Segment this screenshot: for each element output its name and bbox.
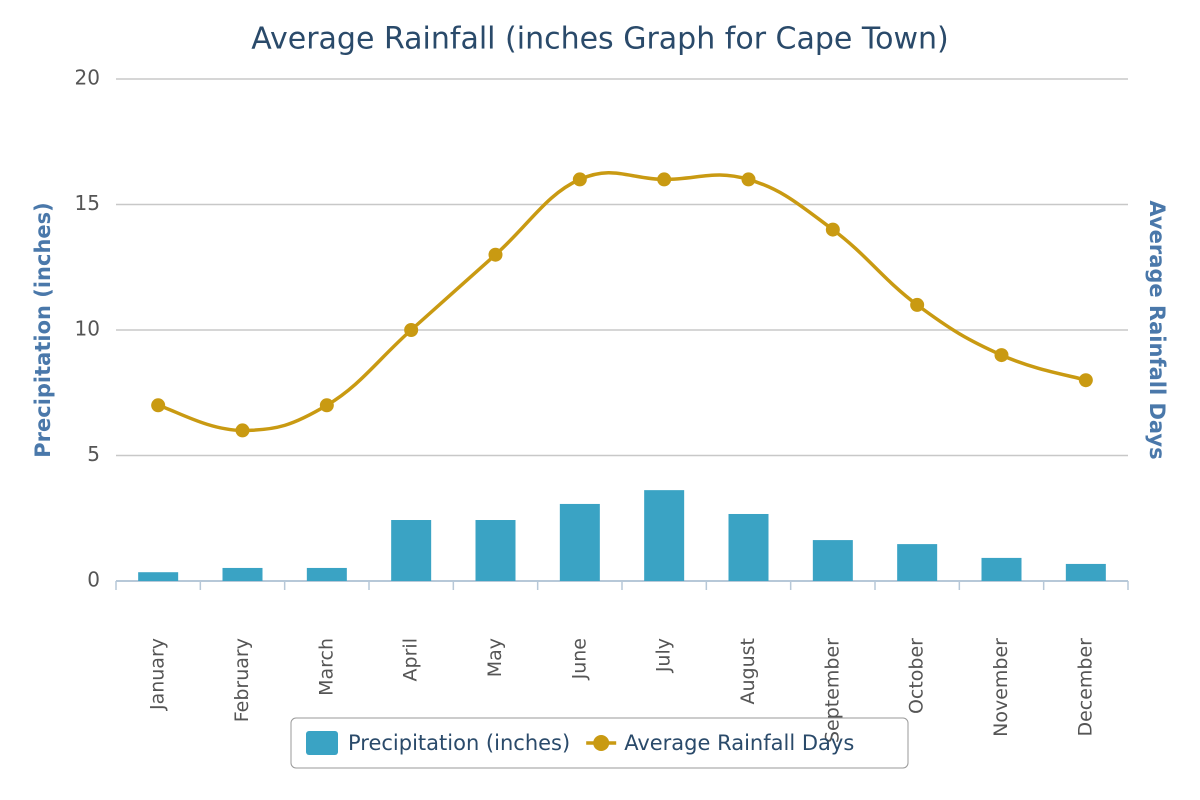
y-tick-label: 20	[75, 66, 100, 90]
line-marker	[404, 323, 419, 337]
x-tick-label: June	[568, 638, 590, 680]
bar	[981, 557, 1022, 581]
bar	[728, 513, 769, 581]
bar	[644, 490, 685, 581]
bar	[812, 540, 853, 581]
x-tick-label: April	[400, 638, 422, 681]
bar	[897, 544, 938, 581]
y-axis-title: Precipitation (inches)	[31, 202, 55, 458]
bar	[1065, 563, 1106, 581]
bar	[559, 503, 600, 581]
line-marker	[488, 247, 503, 262]
x-tick-label: January	[147, 638, 169, 711]
bar	[306, 567, 347, 581]
x-tick-label: August	[737, 638, 759, 705]
x-tick-label: March	[315, 638, 337, 696]
bar	[391, 520, 432, 581]
bar	[475, 520, 516, 581]
x-tick-label: July	[653, 638, 675, 673]
x-tick-label: December	[1074, 638, 1096, 737]
y2-axis-title: Average Rainfall Days	[1145, 200, 1169, 459]
bar	[222, 567, 263, 581]
line-marker	[657, 172, 672, 187]
line-marker	[994, 348, 1009, 363]
x-tick-label: November	[990, 638, 1012, 737]
x-tick-label: September	[821, 638, 843, 743]
y-tick-label: 10	[75, 317, 100, 341]
line-marker	[319, 398, 334, 413]
y-tick-label: 15	[75, 191, 100, 215]
chart-title: Average Rainfall (inches Graph for Cape …	[251, 22, 949, 57]
line-marker	[910, 297, 925, 312]
legend-label[interactable]: Precipitation (inches)	[348, 731, 570, 755]
line-marker	[1078, 373, 1093, 388]
x-tick-label: May	[484, 638, 506, 677]
bar	[138, 572, 179, 581]
line-marker	[741, 172, 756, 187]
line-marker	[572, 172, 587, 187]
y-tick-label: 5	[87, 442, 100, 466]
legend-swatch	[593, 735, 610, 751]
line-marker	[825, 222, 840, 237]
line-marker	[151, 398, 166, 413]
line-marker	[235, 423, 250, 438]
y-tick-label: 0	[87, 568, 100, 592]
legend-label[interactable]: Average Rainfall Days	[624, 731, 854, 755]
x-tick-label: February	[231, 638, 253, 722]
x-tick-label: October	[906, 638, 928, 714]
legend-swatch	[306, 731, 338, 755]
line	[157, 171, 1087, 433]
